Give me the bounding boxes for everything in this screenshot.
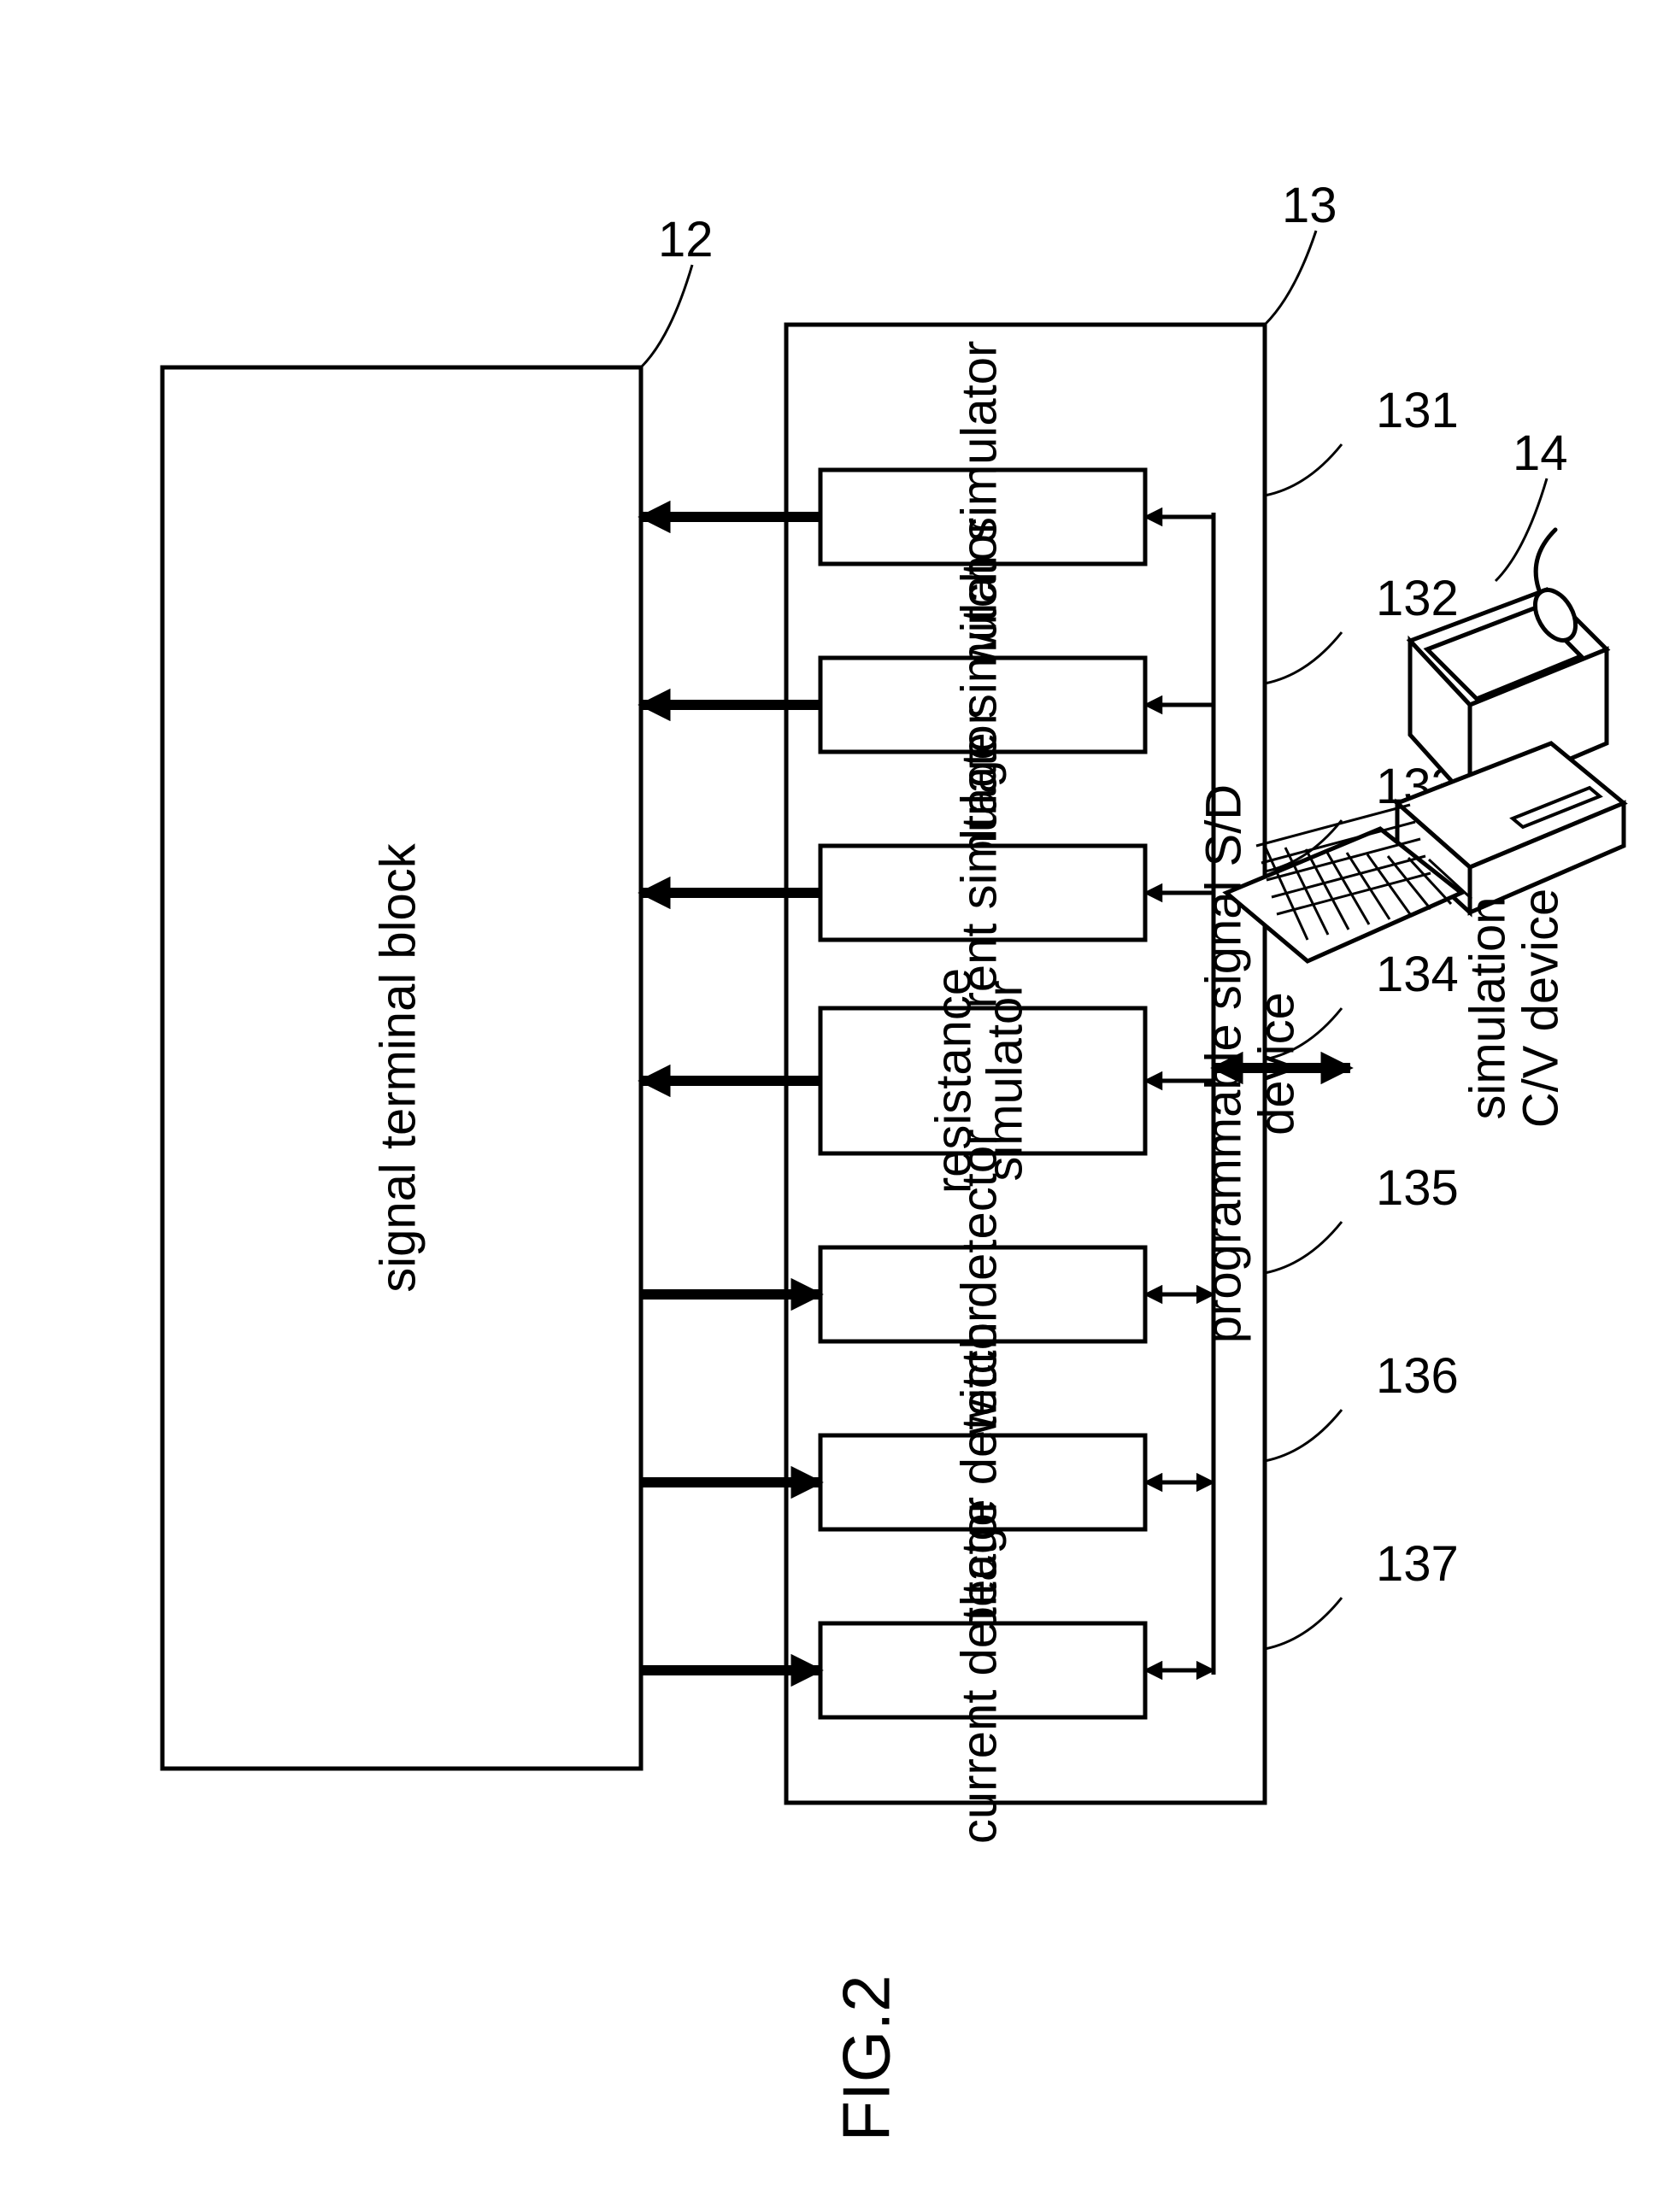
svg-text:134: 134 [1376, 947, 1459, 1002]
svg-text:C/V device: C/V device [1513, 889, 1568, 1128]
svg-text:136: 136 [1376, 1348, 1459, 1404]
svg-text:13: 13 [1282, 178, 1337, 233]
svg-text:12: 12 [658, 212, 714, 267]
svg-text:135: 135 [1376, 1160, 1459, 1216]
svg-text:14: 14 [1513, 425, 1568, 481]
svg-text:131: 131 [1376, 383, 1459, 438]
svg-text:132: 132 [1376, 571, 1459, 626]
figure-label: FIG.2 [829, 1974, 904, 2141]
terminal-block-label: signal terminal block [370, 842, 426, 1292]
svg-text:137: 137 [1376, 1536, 1459, 1592]
svg-text:current detector: current detector [951, 1497, 1007, 1844]
svg-text:simulation: simulation [1460, 896, 1515, 1119]
